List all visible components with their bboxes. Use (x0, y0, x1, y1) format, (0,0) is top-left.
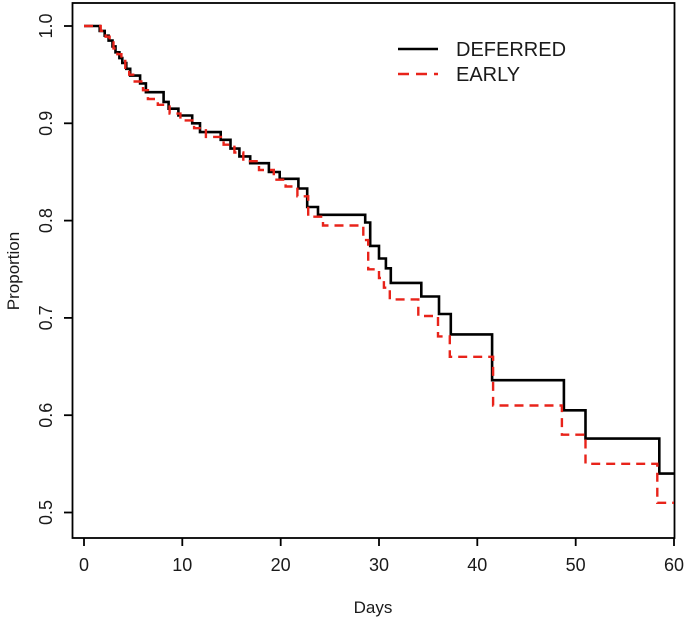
legend: DEFERRED EARLY (398, 39, 566, 86)
y-tick-label: 0.6 (36, 403, 56, 428)
x-tick-label: 50 (566, 555, 586, 575)
y-tick-label: 0.7 (36, 305, 56, 330)
legend-label-early: EARLY (456, 64, 520, 86)
y-axis-tick-labels: 1.0 0.9 0.8 0.7 0.6 0.5 (36, 13, 56, 525)
y-axis-label: Proportion (4, 232, 23, 310)
y-axis-ticks (64, 25, 73, 514)
y-tick-label: 0.9 (36, 111, 56, 136)
x-axis-label: Days (354, 598, 393, 617)
x-tick-label: 0 (79, 555, 89, 575)
early-curve (84, 24, 674, 504)
x-tick-label: 20 (271, 555, 291, 575)
x-axis-ticks (83, 538, 675, 546)
x-axis-tick-labels: 0 10 20 30 40 50 60 (79, 555, 684, 575)
plot-frame (71, 2, 676, 539)
x-tick-label: 60 (664, 555, 684, 575)
y-tick-label: 1.0 (36, 13, 56, 38)
y-tick-label: 0.8 (36, 208, 56, 233)
legend-label-deferred: DEFERRED (456, 39, 566, 61)
x-tick-label: 40 (467, 555, 487, 575)
y-tick-label: 0.5 (36, 500, 56, 525)
x-tick-label: 10 (172, 555, 192, 575)
x-tick-label: 30 (369, 555, 389, 575)
deferred-curve (84, 24, 674, 475)
